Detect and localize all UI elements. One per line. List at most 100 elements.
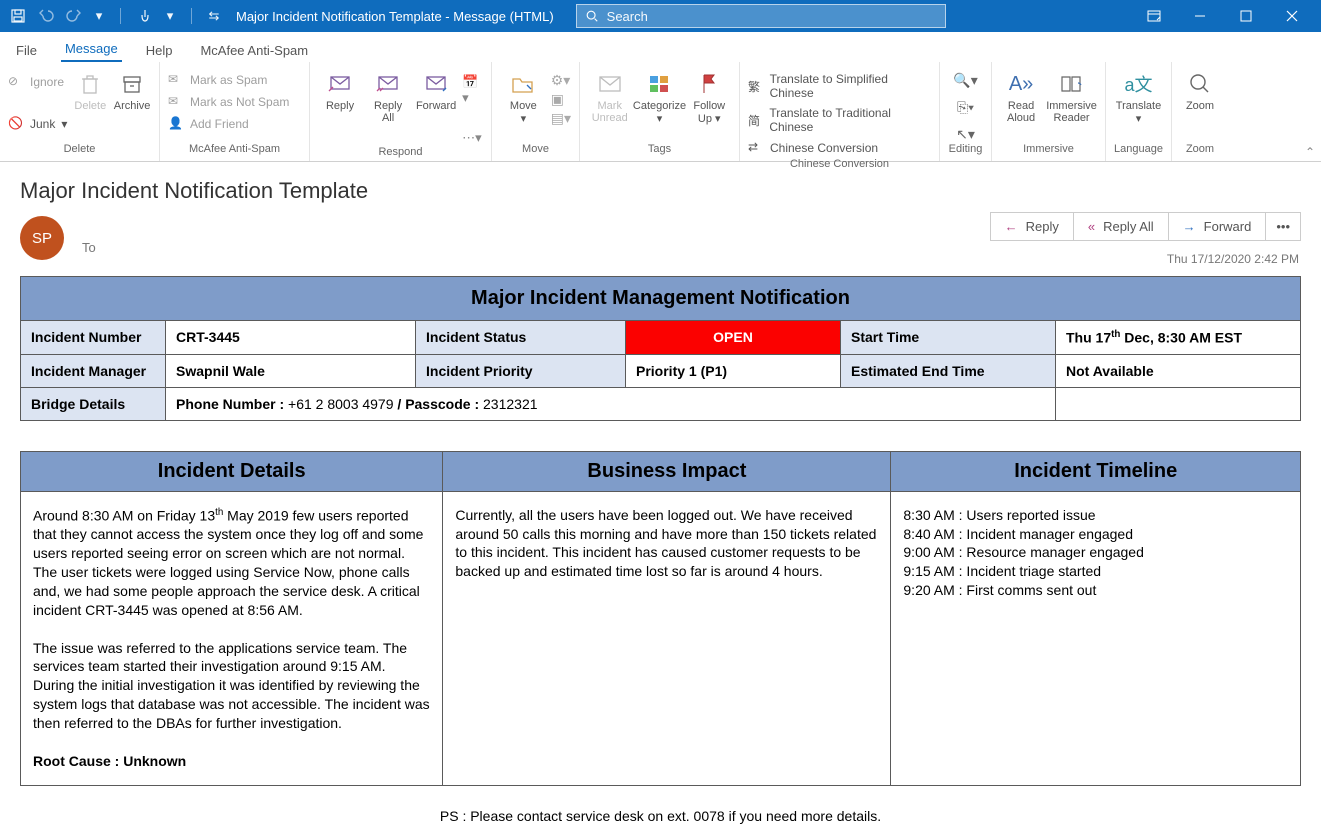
col-impact-header: Business Impact <box>443 451 891 491</box>
quick-access-toolbar: ▾ ▾ ⇆ <box>6 8 220 24</box>
ignore-button[interactable]: ⊘Ignore <box>8 72 67 92</box>
bridge-empty-cell <box>1056 387 1301 420</box>
search-box[interactable] <box>576 4 946 28</box>
zoom-icon <box>1186 70 1214 98</box>
ribbon: ⊘Ignore 🚫Junk ▾ Delete Archive Delete ✉M… <box>0 62 1321 162</box>
col-details-body: Around 8:30 AM on Friday 13th May 2019 f… <box>21 491 443 785</box>
label: Forward <box>416 100 456 112</box>
convert-icon: ⇄ <box>748 140 764 156</box>
chinese-conversion-button[interactable]: ⇄ Chinese Conversion <box>748 138 931 158</box>
value-bridge: Phone Number : +61 2 8003 4979 / Passcod… <box>166 387 1056 420</box>
reply-button[interactable]: ←Reply <box>990 212 1074 241</box>
tab-message[interactable]: Message <box>61 35 122 62</box>
forward-button[interactable]: Forward <box>414 68 458 112</box>
group-label: Respond <box>310 146 491 161</box>
tab-file[interactable]: File <box>12 37 41 62</box>
search-input[interactable] <box>607 9 937 24</box>
chevron-down-icon[interactable]: ▾ <box>165 8 175 24</box>
label: Archive <box>114 100 151 112</box>
add-friend-button[interactable]: 👤 Add Friend <box>168 114 289 134</box>
rules-icon[interactable]: ⚙▾ <box>551 72 571 89</box>
actions-icon[interactable]: ▤▾ <box>551 110 571 127</box>
bridge-phone: +61 2 8003 4979 <box>288 396 394 412</box>
archive-icon <box>118 70 146 98</box>
reply-all-button[interactable]: Reply All <box>366 68 410 124</box>
zoom-button[interactable]: Zoom <box>1180 68 1220 112</box>
mark-spam-button[interactable]: ✉Mark as Spam <box>168 70 289 90</box>
delete-button[interactable]: Delete <box>71 68 109 112</box>
label: Immersive Reader <box>1046 100 1097 124</box>
flag-icon <box>695 70 723 98</box>
reply-all-button[interactable]: «Reply All <box>1073 212 1169 241</box>
customize-qat-icon[interactable]: ⇆ <box>208 8 220 24</box>
label: Reply <box>326 100 354 112</box>
value-incident-manager: Swapnil Wale <box>166 354 416 387</box>
mark-not-spam-button[interactable]: ✉ Mark as Not Spam <box>168 92 289 112</box>
separator <box>120 8 121 24</box>
label: Translate to Simplified Chinese <box>770 72 931 100</box>
incident-detail-table: Incident Details Business Impact Inciden… <box>20 451 1301 786</box>
title-bar: ▾ ▾ ⇆ Major Incident Notification Templa… <box>0 0 1321 32</box>
label: Mark Unread <box>592 100 628 124</box>
collapse-ribbon-icon[interactable]: ⌃ <box>1305 145 1315 159</box>
label: Translate▾ <box>1116 100 1161 125</box>
bridge-pass: 2312321 <box>483 396 538 412</box>
label: Mark as Not Spam <box>190 95 289 109</box>
translate-simplified-button[interactable]: 繁Translate to Simplified Chinese <box>748 70 931 102</box>
label-bridge: Bridge Details <box>21 387 166 420</box>
forward-icon: → <box>1183 219 1196 234</box>
mark-unread-button[interactable]: Mark Unread <box>588 68 632 124</box>
touch-mode-icon[interactable] <box>137 8 153 24</box>
avatar: SP <box>20 216 64 260</box>
ribbon-display-icon[interactable] <box>1131 0 1177 32</box>
archive-button[interactable]: Archive <box>113 68 151 112</box>
col-impact-body: Currently, all the users have been logge… <box>443 491 891 785</box>
follow-up-button[interactable]: Follow Up ▾ <box>688 68 732 125</box>
categorize-button[interactable]: Categorize▾ <box>636 68 684 125</box>
to-label: To <box>82 240 96 255</box>
forward-button[interactable]: →Forward <box>1168 212 1267 241</box>
not-spam-icon: ✉ <box>168 94 184 110</box>
col-timeline-body: 8:30 AM : Users reported issue 8:40 AM :… <box>891 491 1301 785</box>
select-icon[interactable]: ↖▾ <box>956 126 975 143</box>
col-details-header: Incident Details <box>21 451 443 491</box>
timeline-item: 8:30 AM : Users reported issue <box>903 506 1288 525</box>
timeline-item: 9:15 AM : Incident triage started <box>903 562 1288 581</box>
add-friend-icon: 👤 <box>168 116 184 132</box>
immersive-reader-button[interactable]: Immersive Reader <box>1046 68 1097 124</box>
move-button[interactable]: Move▾ <box>500 68 547 125</box>
more-actions-button[interactable]: ••• <box>1265 212 1301 241</box>
label: Chinese Conversion <box>770 141 878 155</box>
junk-icon: 🚫 <box>8 116 24 132</box>
reply-button[interactable]: Reply <box>318 68 362 112</box>
onenote-icon[interactable]: ▣ <box>551 91 571 108</box>
forward-icon <box>422 70 450 98</box>
undo-icon[interactable] <box>38 8 54 24</box>
more-respond-icon[interactable]: ⋯▾ <box>462 130 483 146</box>
tab-mcafee[interactable]: McAfee Anti-Spam <box>196 37 312 62</box>
save-icon[interactable] <box>10 8 26 24</box>
redo-icon[interactable] <box>66 8 82 24</box>
chevron-down-icon[interactable]: ▾ <box>94 8 104 24</box>
group-label: Editing <box>940 143 991 161</box>
minimize-icon[interactable] <box>1177 0 1223 32</box>
value-incident-status: OPEN <box>626 321 841 355</box>
maximize-icon[interactable] <box>1223 0 1269 32</box>
tab-help[interactable]: Help <box>142 37 177 62</box>
bridge-pass-label: Passcode : <box>405 396 483 412</box>
close-icon[interactable] <box>1269 0 1315 32</box>
meeting-icon[interactable]: 📅▾ <box>462 74 483 106</box>
related-icon[interactable]: ⎘▾ <box>957 99 974 116</box>
find-icon[interactable]: 🔍▾ <box>953 72 977 89</box>
translate-button[interactable]: a文Translate▾ <box>1114 68 1163 125</box>
details-root-cause: Root Cause : Unknown <box>33 752 430 771</box>
read-aloud-button[interactable]: A»Read Aloud <box>1000 68 1042 124</box>
label: Reply All <box>374 100 402 124</box>
junk-button[interactable]: 🚫Junk ▾ <box>8 114 67 134</box>
label: Add Friend <box>190 117 249 131</box>
label: Translate to Traditional Chinese <box>769 106 931 134</box>
window-title: Major Incident Notification Template - M… <box>236 9 554 24</box>
postscript: PS : Please contact service desk on ext.… <box>20 786 1301 824</box>
reply-icon: ← <box>1005 219 1018 234</box>
translate-traditional-button[interactable]: 简Translate to Traditional Chinese <box>748 104 931 136</box>
